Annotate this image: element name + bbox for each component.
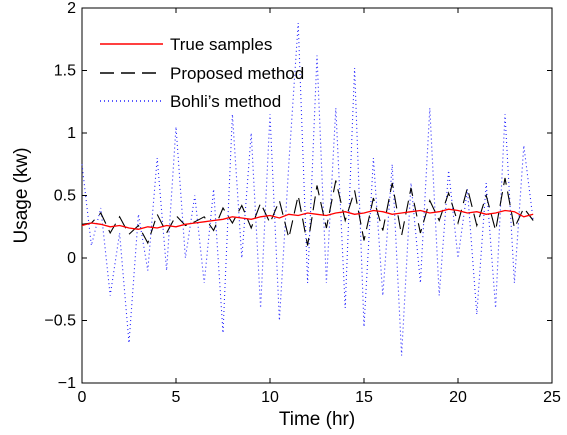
legend: True samples Proposed method Bohli’s metho…: [100, 35, 304, 111]
x-tick-label: 15: [355, 389, 373, 406]
x-axis-label: Time (hr): [279, 409, 355, 430]
series-line-true-samples: [81, 208, 534, 230]
legend-label: Proposed method: [170, 64, 304, 83]
x-tick-label: 20: [449, 389, 467, 406]
y-axis-label: Usage (kw): [11, 147, 32, 243]
y-tick-label: 2: [67, 0, 76, 17]
legend-label: Bohli’s method: [170, 92, 281, 111]
plot-area: [81, 7, 553, 384]
x-tick-label: 0: [78, 389, 87, 406]
x-axis-ticks: 0 5 10 15 20 25: [78, 8, 561, 406]
x-tick-label: 25: [543, 389, 561, 406]
y-tick-label: 1.5: [54, 63, 76, 80]
y-tick-label: 0.5: [54, 188, 76, 205]
y-tick-label: 0: [67, 250, 76, 267]
series-layer: [81, 22, 534, 356]
y-axis-ticks: −1 −0.5 0 0.5 1 1.5 2: [44, 0, 552, 392]
series-line-bohli-s-method: [81, 22, 534, 356]
y-tick-label: −0.5: [44, 313, 76, 330]
plot-frame: [81, 7, 553, 384]
legend-label: True samples: [170, 35, 272, 54]
y-tick-label: 1: [67, 125, 76, 142]
x-tick-label: 10: [261, 389, 279, 406]
series-line-proposed-method: [81, 177, 534, 246]
x-tick-label: 5: [172, 389, 181, 406]
y-tick-label: −1: [58, 375, 76, 392]
